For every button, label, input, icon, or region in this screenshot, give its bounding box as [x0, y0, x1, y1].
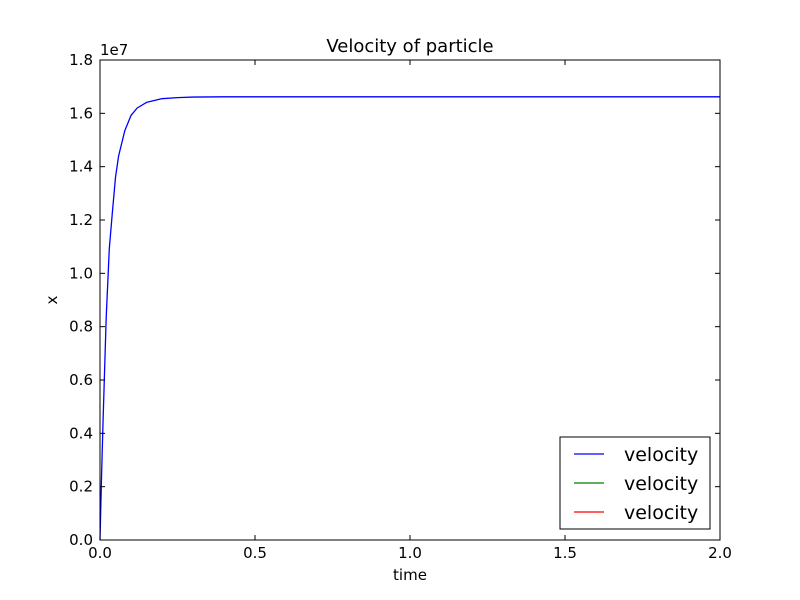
y-tick-label: 1.6 [69, 104, 93, 122]
y-tick-label: 0.2 [69, 478, 93, 496]
x-tick-label: 0.0 [88, 544, 112, 562]
x-axis-label: time [393, 566, 427, 584]
y-tick-label: 1.0 [69, 264, 93, 282]
y-tick-label: 0.8 [69, 318, 93, 336]
x-tick-label: 0.5 [243, 544, 267, 562]
y-offset-label: 1e7 [100, 41, 128, 59]
y-tick-label: 0.4 [69, 424, 93, 442]
y-tick-label: 0.0 [69, 531, 93, 549]
y-tick-label: 0.6 [69, 371, 93, 389]
chart-title: Velocity of particle [326, 36, 493, 57]
legend: velocity velocity velocity [559, 436, 711, 530]
legend-label-1: velocity [624, 473, 698, 495]
x-tick-label: 1.5 [553, 544, 577, 562]
y-tick-label: 1.4 [69, 158, 93, 176]
legend-label-2: velocity [624, 502, 698, 524]
legend-label-0: velocity [624, 444, 698, 466]
x-tick-label: 1.0 [398, 544, 422, 562]
series-line-0 [99, 96, 720, 541]
y-tick-label: 1.8 [69, 51, 93, 69]
plot-area: 0.0 0.5 1.0 1.5 2.0 0.0 0.2 0.4 0.6 0.8 1.0 1.2 1.4 1… [69, 51, 732, 562]
x-tick-label: 2.0 [708, 544, 732, 562]
y-tick-label: 1.2 [69, 211, 93, 229]
y-axis-label: x [43, 295, 61, 304]
